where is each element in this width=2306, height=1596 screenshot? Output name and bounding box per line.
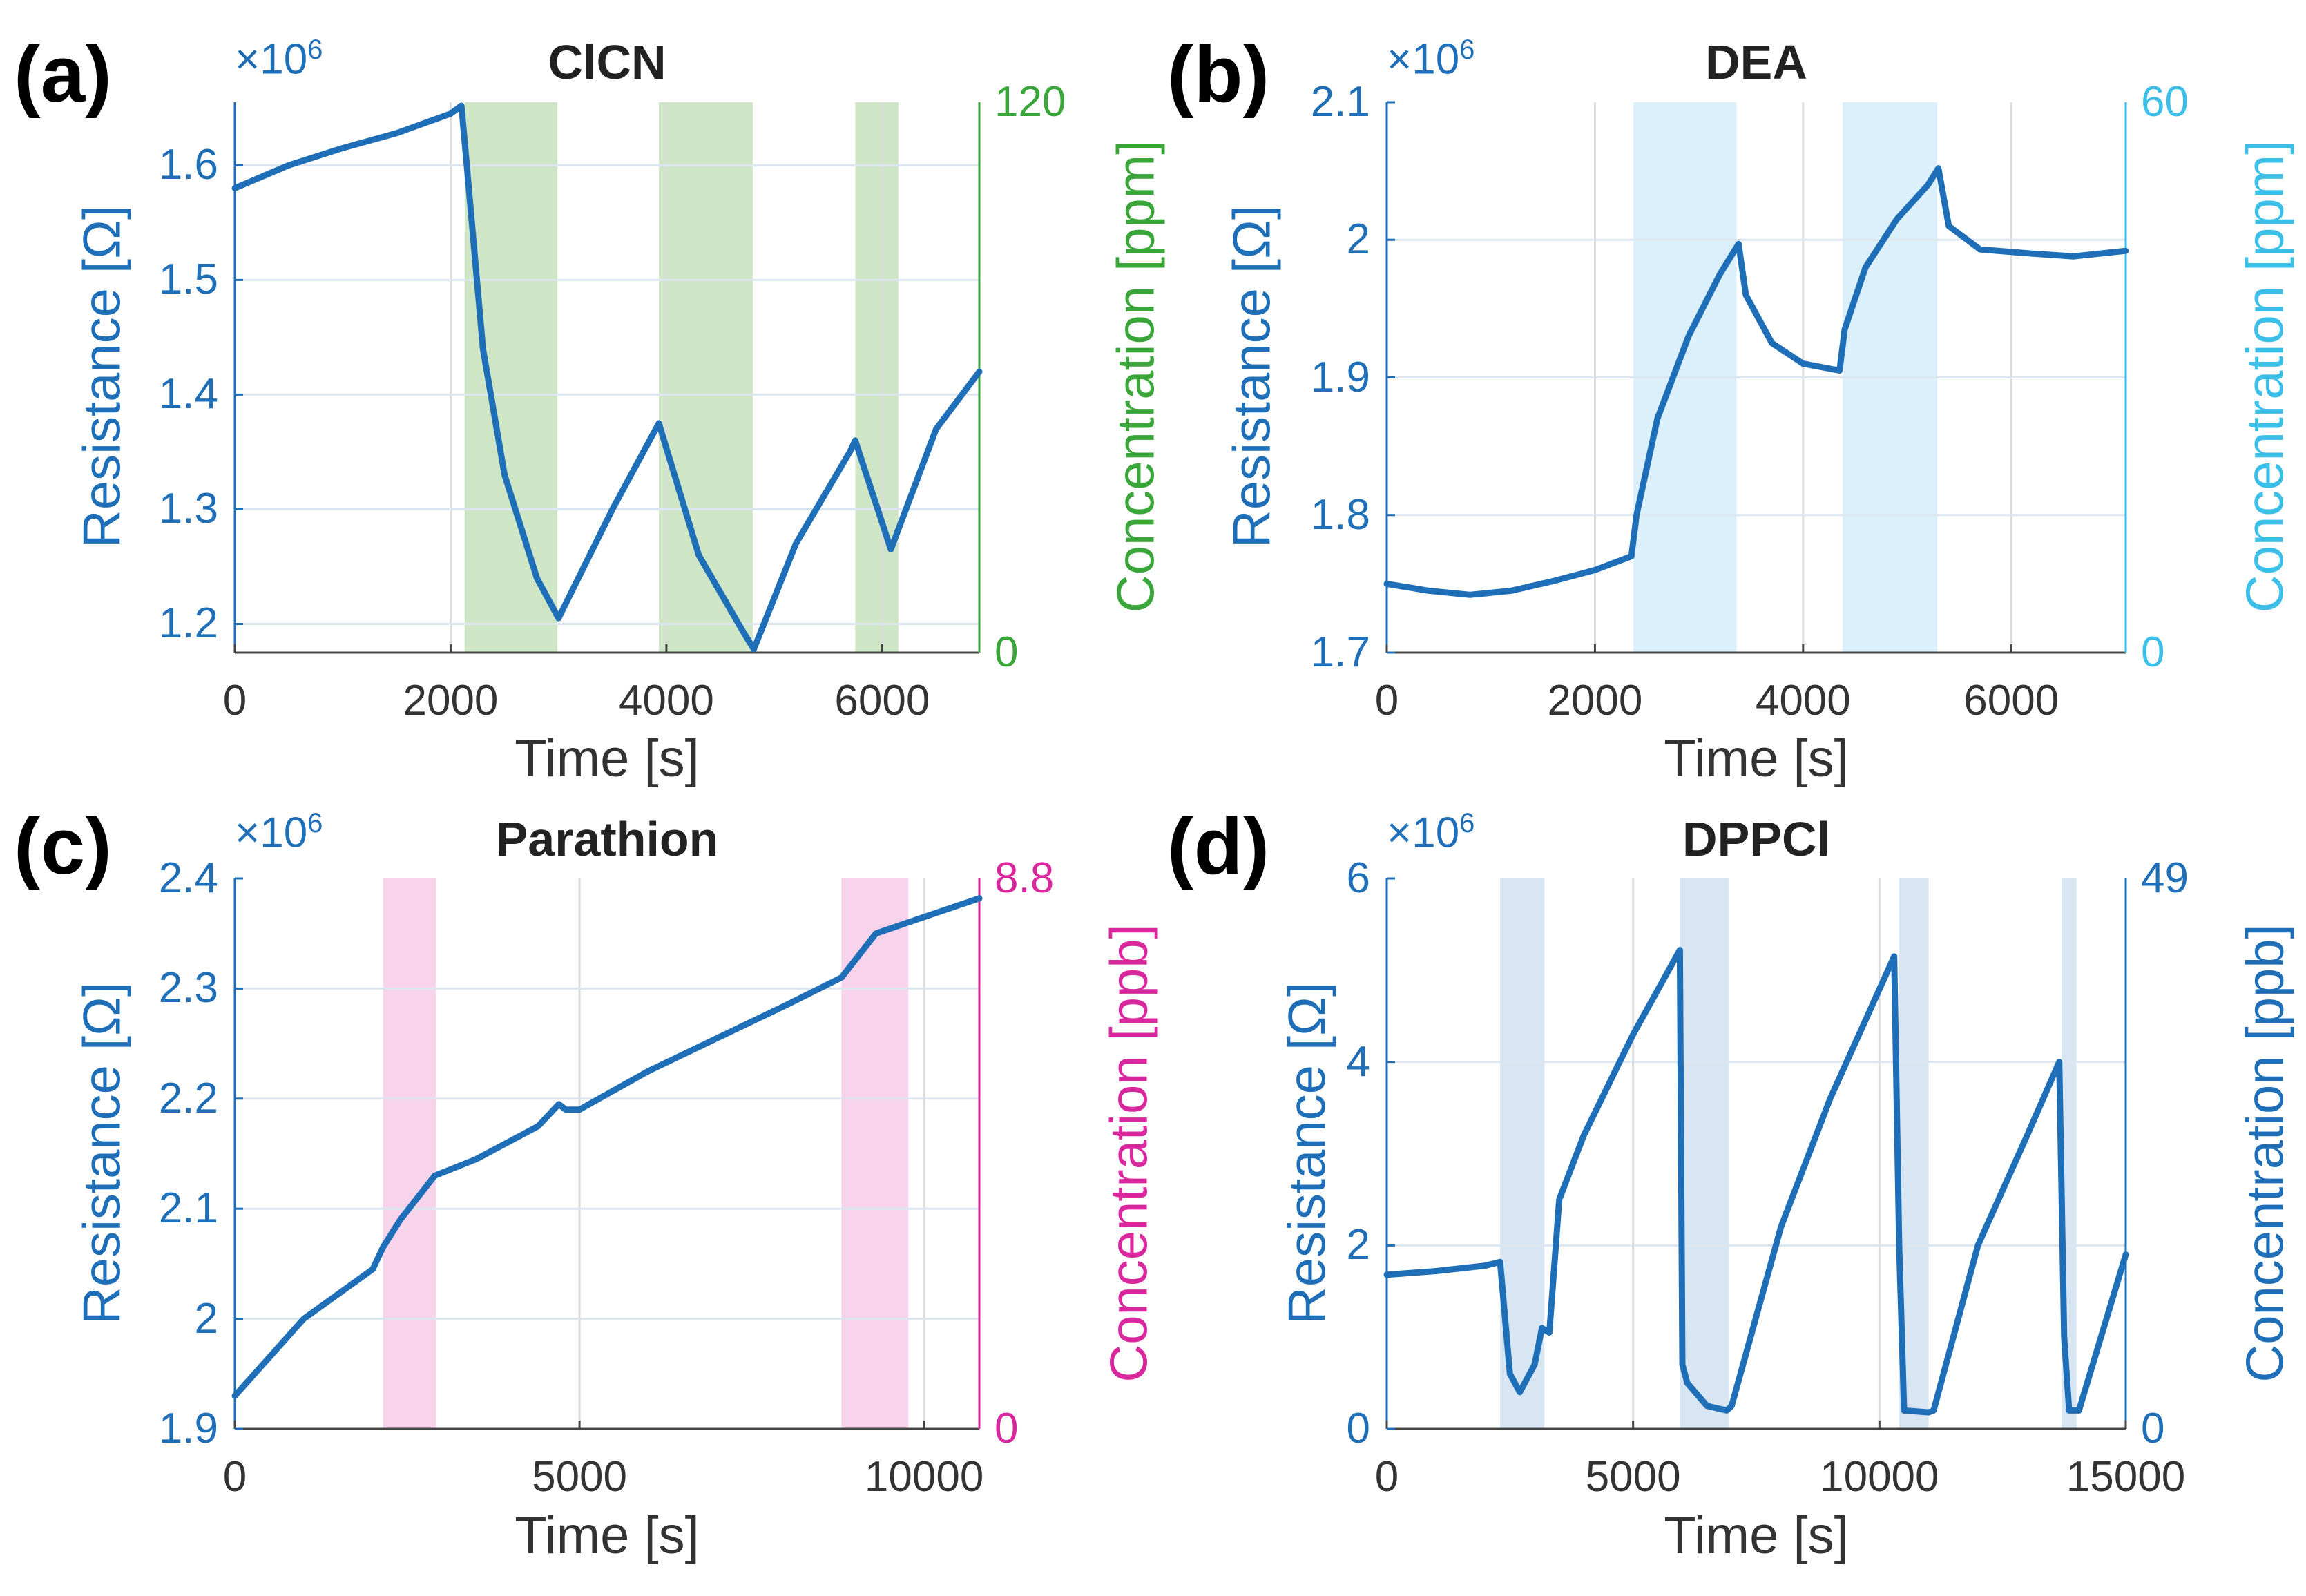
panel-c-ytick-label: 1.9 [158,1405,218,1452]
panel-b-ytick-label: 1.9 [1310,353,1370,401]
panel-a-multiplier: ×106 [235,35,323,84]
panel-b-ytick-label: 2 [1346,215,1370,264]
panel-b-plot [1383,101,2129,654]
panel-c-ytick-label: 2.1 [158,1184,218,1233]
panel-b-label: (b) [1167,29,1270,119]
panel-d-ytick-label: 2 [1346,1221,1370,1269]
panel-c-exposure-band [383,878,436,1429]
panel-c-y2tick-label: 0 [995,1405,1019,1452]
panel-c-ytick-label: 2.2 [158,1074,218,1122]
panel-a-plot [231,102,983,654]
panel-b-ytick-label: 2.1 [1310,78,1370,126]
panel-a-exposure-band [464,102,558,653]
panel-d-resistance-line [1383,947,2129,1416]
panel-c-multiplier: ×106 [235,808,323,857]
panel-d-xtick-label: 0 [1374,1453,1399,1501]
panel-c-title: Parathion [495,812,719,866]
panel-d-ytick-label: 0 [1346,1405,1370,1452]
panel-d-y2label: Concentration [ppb] [2236,924,2295,1383]
panel-d-xtick-label: 10000 [1820,1453,1939,1501]
panel-c-ytick-label: 2.4 [158,854,218,902]
panel-b-y2label: Concentration [ppm] [2236,140,2295,613]
panel-c-xlabel: Time [s] [515,1506,700,1565]
panel-b-y2tick-label: 60 [2141,78,2189,126]
panel-b-ytick-label: 1.7 [1310,628,1370,676]
panel-b-xtick-label: 4000 [1755,677,1851,724]
panel-d-ytick-label: 4 [1346,1037,1370,1086]
panel-b-y2tick-label: 0 [2141,628,2165,676]
panel-c-ytick-label: 2 [194,1294,218,1343]
panel-d-label: (d) [1167,801,1270,891]
panel-a-title: ClCN [548,35,666,89]
panel-d-y2tick-label: 49 [2141,854,2189,902]
panel-a-exposure-band [658,102,753,653]
panel-c-xtick-label: 10000 [864,1453,984,1501]
panel-d-y2tick-label: 0 [2141,1405,2165,1452]
panel-d-ylabel: Resistance [Ω] [1278,981,1337,1325]
panel-a-y2tick-label: 0 [995,628,1019,676]
panel-b-ylabel: Resistance [Ω] [1222,204,1282,548]
panel-b-xtick-label: 0 [1374,677,1399,724]
panel-c-plot [231,877,983,1430]
panel-a-y2tick-label: 120 [995,78,1066,126]
panel-a-xtick-label: 0 [222,677,247,724]
panel-c-xtick-label: 5000 [532,1453,628,1501]
panel-a-exposure-band [855,102,899,653]
panel-a-label: (a) [14,29,112,119]
panel-b-xtick-label: 6000 [1963,677,2059,724]
panel-a-resistance-line [231,102,983,653]
panel-c-ylabel: Resistance [Ω] [73,981,132,1325]
panel-c-resistance-line [231,895,983,1399]
panel-d-title: DPPCl [1682,812,1830,866]
panel-b-title: DEA [1705,35,1807,89]
panel-a-ytick-label: 1.4 [158,370,218,419]
panel-d-multiplier: ×106 [1387,808,1475,857]
panel-d-xlabel: Time [s] [1664,1506,1849,1565]
panel-c-xtick-label: 0 [222,1453,247,1501]
panel-c-exposure-band [841,878,909,1429]
panel-d-ytick-label: 6 [1346,854,1370,902]
panel-b-multiplier: ×106 [1387,35,1475,84]
panel-a-ytick-label: 1.2 [158,599,218,648]
panel-c-y2label: Concentration [ppb] [1099,924,1159,1383]
panel-d-xtick-label: 5000 [1585,1453,1681,1501]
panel-b-ytick-label: 1.8 [1310,490,1370,539]
panel-a-ylabel: Resistance [Ω] [73,204,132,548]
panel-a-xtick-label: 4000 [618,677,714,724]
panel-a-ytick-label: 1.3 [158,485,218,533]
panel-a-xtick-label: 2000 [403,677,499,724]
panel-c-ytick-label: 2.3 [158,964,218,1012]
panel-b-resistance-line [1383,165,2129,598]
panel-a-xlabel: Time [s] [515,729,700,788]
panel-c-y2tick-label: 8.8 [995,854,1055,902]
panel-d-xtick-label: 15000 [2066,1453,2186,1501]
panel-d-plot [1383,877,2129,1430]
panel-a-y2label: Concentration [ppm] [1106,140,1166,613]
panel-b-xlabel: Time [s] [1664,729,1849,788]
panel-a-ytick-label: 1.6 [158,141,218,189]
panel-a-xtick-label: 6000 [834,677,930,724]
panel-d-exposure-band [1680,878,1729,1429]
panel-c-label: (c) [14,801,112,891]
panel-b-xtick-label: 2000 [1547,677,1643,724]
panel-a-ytick-label: 1.5 [158,256,218,304]
